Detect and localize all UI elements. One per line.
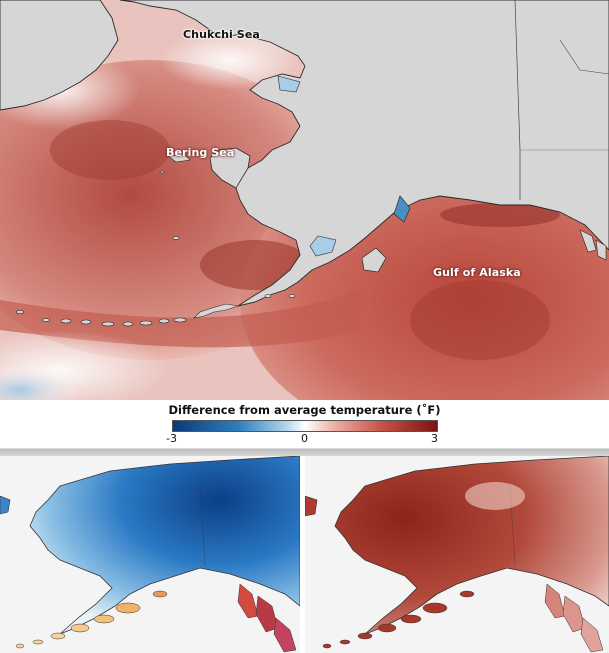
temperature-anomaly-map bbox=[0, 0, 609, 400]
legend-min-label: -3 bbox=[166, 432, 177, 445]
label-bering-sea: Bering Sea bbox=[166, 146, 235, 159]
legend-max-label: 3 bbox=[431, 432, 438, 445]
legend-title: Difference from average temperature (˚F) bbox=[168, 403, 441, 417]
warm-anomaly-map bbox=[305, 456, 609, 653]
label-gulf-of-alaska: Gulf of Alaska bbox=[433, 266, 521, 279]
legend-mid-label: 0 bbox=[301, 432, 308, 445]
legend: Difference from average temperature (˚F)… bbox=[0, 400, 609, 449]
label-chukchi-sea: Chukchi Sea bbox=[183, 28, 260, 41]
alaska-landmass bbox=[119, 0, 609, 307]
panel-divider bbox=[300, 456, 305, 653]
siberia-landmass bbox=[0, 0, 119, 111]
cold-anomaly-map bbox=[0, 456, 300, 653]
main-map: Chukchi Sea Bering Sea Gulf of Alaska bbox=[0, 0, 609, 400]
legend-color-bar bbox=[172, 420, 438, 432]
